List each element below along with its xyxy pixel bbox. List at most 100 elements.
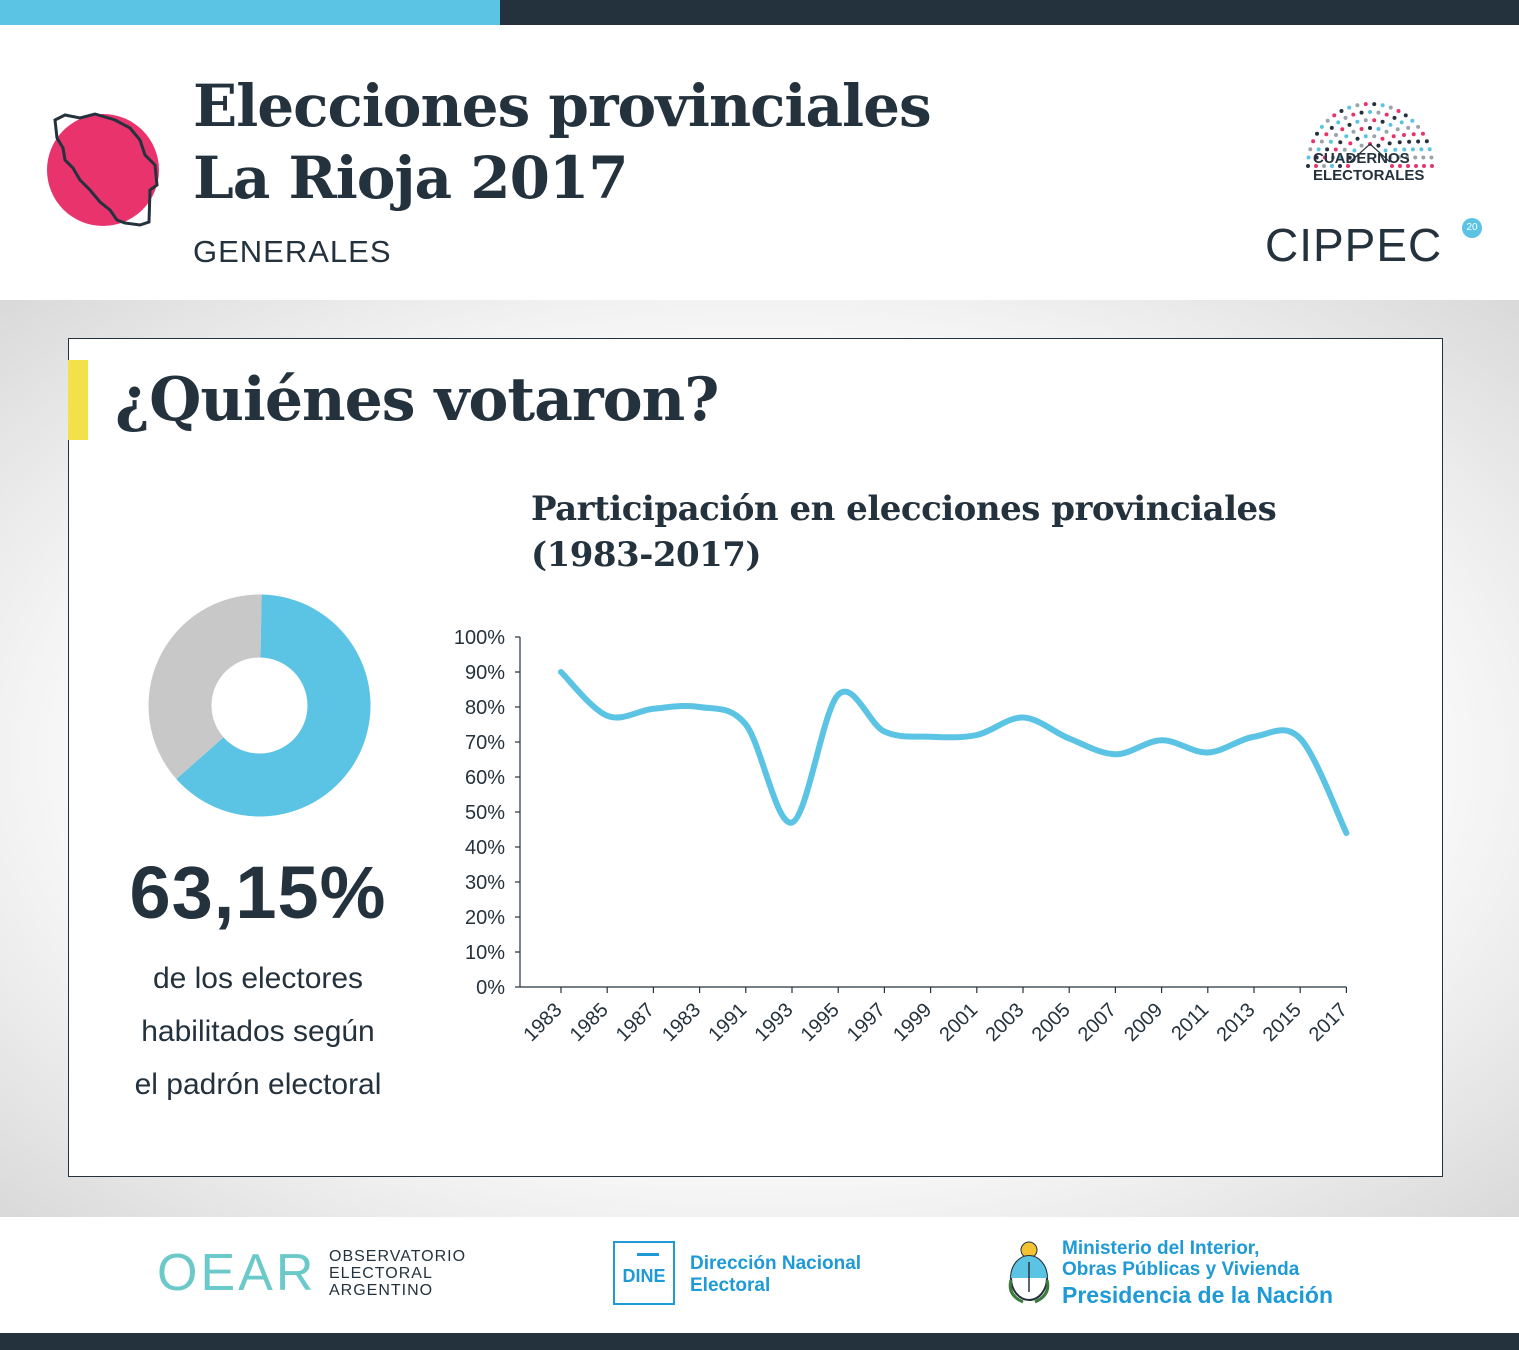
hemicycle-seat	[1410, 118, 1415, 123]
hemicycle-seat	[1329, 125, 1334, 130]
turnout-desc-line-2: habilitados según	[141, 1015, 375, 1048]
x-tick-label: 1983	[520, 999, 567, 1046]
turnout-desc-line-3: el padrón electoral	[134, 1068, 382, 1101]
hemicycle-seat	[1314, 164, 1318, 168]
x-tick-label: 2007	[1074, 999, 1121, 1046]
oear-line-1: OBSERVATORIO	[329, 1248, 467, 1265]
hemicycle-seat	[1368, 126, 1372, 130]
y-tick-label: 50%	[465, 802, 505, 824]
hemicycle-seat	[1342, 147, 1347, 152]
hemicycle-seat	[1429, 155, 1434, 160]
ministerio-line-1: Ministerio del Interior,	[1062, 1238, 1260, 1259]
hemicycle-seat	[1380, 103, 1385, 108]
footer	[0, 1217, 1519, 1333]
hemicycle-seat	[1351, 112, 1356, 117]
hemicycle-seat	[1347, 105, 1352, 110]
y-tick-label: 60%	[465, 767, 505, 789]
y-tick-label: 20%	[465, 907, 505, 929]
hemicycle-seat	[1399, 120, 1404, 125]
hemicycle-seat	[1388, 122, 1393, 127]
hemicycle-seat	[1421, 155, 1426, 160]
x-tick-label: 2003	[982, 999, 1029, 1046]
hemicycle-seat	[1334, 133, 1339, 138]
x-tick-label: 2009	[1120, 999, 1167, 1046]
hemicycle-seat	[1311, 139, 1316, 144]
hemicycle-seat	[1376, 143, 1381, 148]
y-tick-label: 90%	[465, 662, 505, 684]
hemicycle-seat	[1316, 147, 1321, 152]
hemicycle-seat	[1315, 131, 1320, 136]
hemicycle-seat	[1398, 164, 1402, 168]
dine-label-line-2: Electoral	[690, 1275, 771, 1296]
hemicycle-seat	[1406, 164, 1410, 168]
participation-series-line	[558, 669, 1350, 836]
hemicycle-seat	[1347, 155, 1352, 160]
cippec-anniversary-badge: 20	[1462, 218, 1482, 238]
hemicycle-seat	[1330, 164, 1334, 168]
cuadernos-electorales-logo-text: CUADERNOS ELECTORALES	[1313, 150, 1424, 184]
hemicycle-seat	[1401, 133, 1406, 138]
hemicycle-seat	[1363, 118, 1368, 123]
section-accent-mark	[68, 360, 88, 440]
cuadernos-electorales-logo-icon	[1306, 102, 1434, 168]
hemicycle-seat	[1330, 155, 1335, 160]
hemicycle-seat	[1351, 129, 1356, 134]
hemicycle-seat	[1376, 110, 1381, 115]
hemicycle-seat	[1416, 124, 1421, 129]
chart-title: Participación en elecciones provinciales…	[531, 486, 1277, 578]
hemicycle-seat	[1420, 131, 1425, 136]
hemicycle-seat	[1430, 164, 1434, 168]
hemicycle-seat	[1328, 139, 1333, 144]
section-title: ¿Quiénes votaron?	[115, 365, 719, 435]
hemicycle-seat	[1355, 136, 1360, 141]
hemicycle-seat	[1388, 105, 1393, 110]
hemicycle-seat	[1388, 155, 1393, 160]
turnout-percentage: 63,15%	[129, 851, 387, 934]
hemicycle-seat	[1416, 139, 1421, 144]
ministerio-label: Ministerio del Interior, Obras Públicas …	[1062, 1238, 1333, 1310]
hemicycle-seat	[1359, 143, 1364, 148]
turnout-donut-chart	[148, 594, 371, 817]
hemicycle-seat	[1322, 164, 1326, 168]
cippec-logo: CIPPEC	[1265, 219, 1443, 271]
bottom-dark-bar	[0, 1333, 1519, 1350]
hemicycle-seat	[1336, 120, 1341, 125]
hemicycle-seat	[1325, 118, 1330, 123]
hemicycle-seat	[1413, 155, 1418, 160]
dine-logo-bar	[637, 1253, 659, 1256]
hemicycle-seat	[1410, 147, 1415, 152]
page-title: Elecciones provinciales La Rioja 2017	[193, 70, 932, 214]
hemicycle-seat	[1384, 129, 1389, 134]
x-tick-label: 2015	[1259, 999, 1306, 1046]
hemicycle-seat	[1372, 134, 1377, 139]
x-tick-label: 2001	[935, 999, 982, 1046]
oear-line-3: ARGENTINO	[329, 1282, 434, 1299]
dine-label-line-1: Dirección Nacional	[690, 1253, 862, 1274]
hemicycle-seat	[1407, 139, 1412, 144]
hemicycle-seat	[1372, 102, 1377, 107]
hemicycle-seat	[1396, 155, 1401, 160]
oear-line-2: ELECTORAL	[329, 1265, 433, 1282]
hemicycle-seat	[1424, 139, 1429, 144]
hemicycle-seat	[1376, 126, 1381, 131]
hemicycle-seat	[1396, 108, 1401, 113]
hemicycle-seat	[1397, 140, 1402, 145]
x-tick-label: 1993	[751, 999, 798, 1046]
hemicycle-seat	[1390, 164, 1394, 168]
title-line-2: La Rioja 2017	[193, 144, 629, 212]
x-tick-label: 1985	[566, 999, 613, 1046]
x-tick-label: 1999	[889, 999, 936, 1046]
top-dark-bar	[500, 0, 1519, 25]
x-tick-label: 1983	[658, 999, 705, 1046]
hemicycle-seat	[1422, 164, 1426, 168]
x-tick-label: 1991	[704, 999, 751, 1046]
hemicycle-seat	[1338, 164, 1342, 168]
hemicycle-seat	[1359, 126, 1364, 131]
chart-title-line-1: Participación en elecciones provinciales	[531, 489, 1277, 529]
hemicycle-seat	[1355, 103, 1360, 108]
chart-title-line-2: (1983-2017)	[531, 535, 762, 575]
x-tick-label: 1995	[797, 999, 844, 1046]
hemicycle-seat	[1314, 155, 1319, 160]
y-tick-label: 0%	[476, 977, 505, 999]
hemicycle-seat	[1411, 132, 1416, 137]
